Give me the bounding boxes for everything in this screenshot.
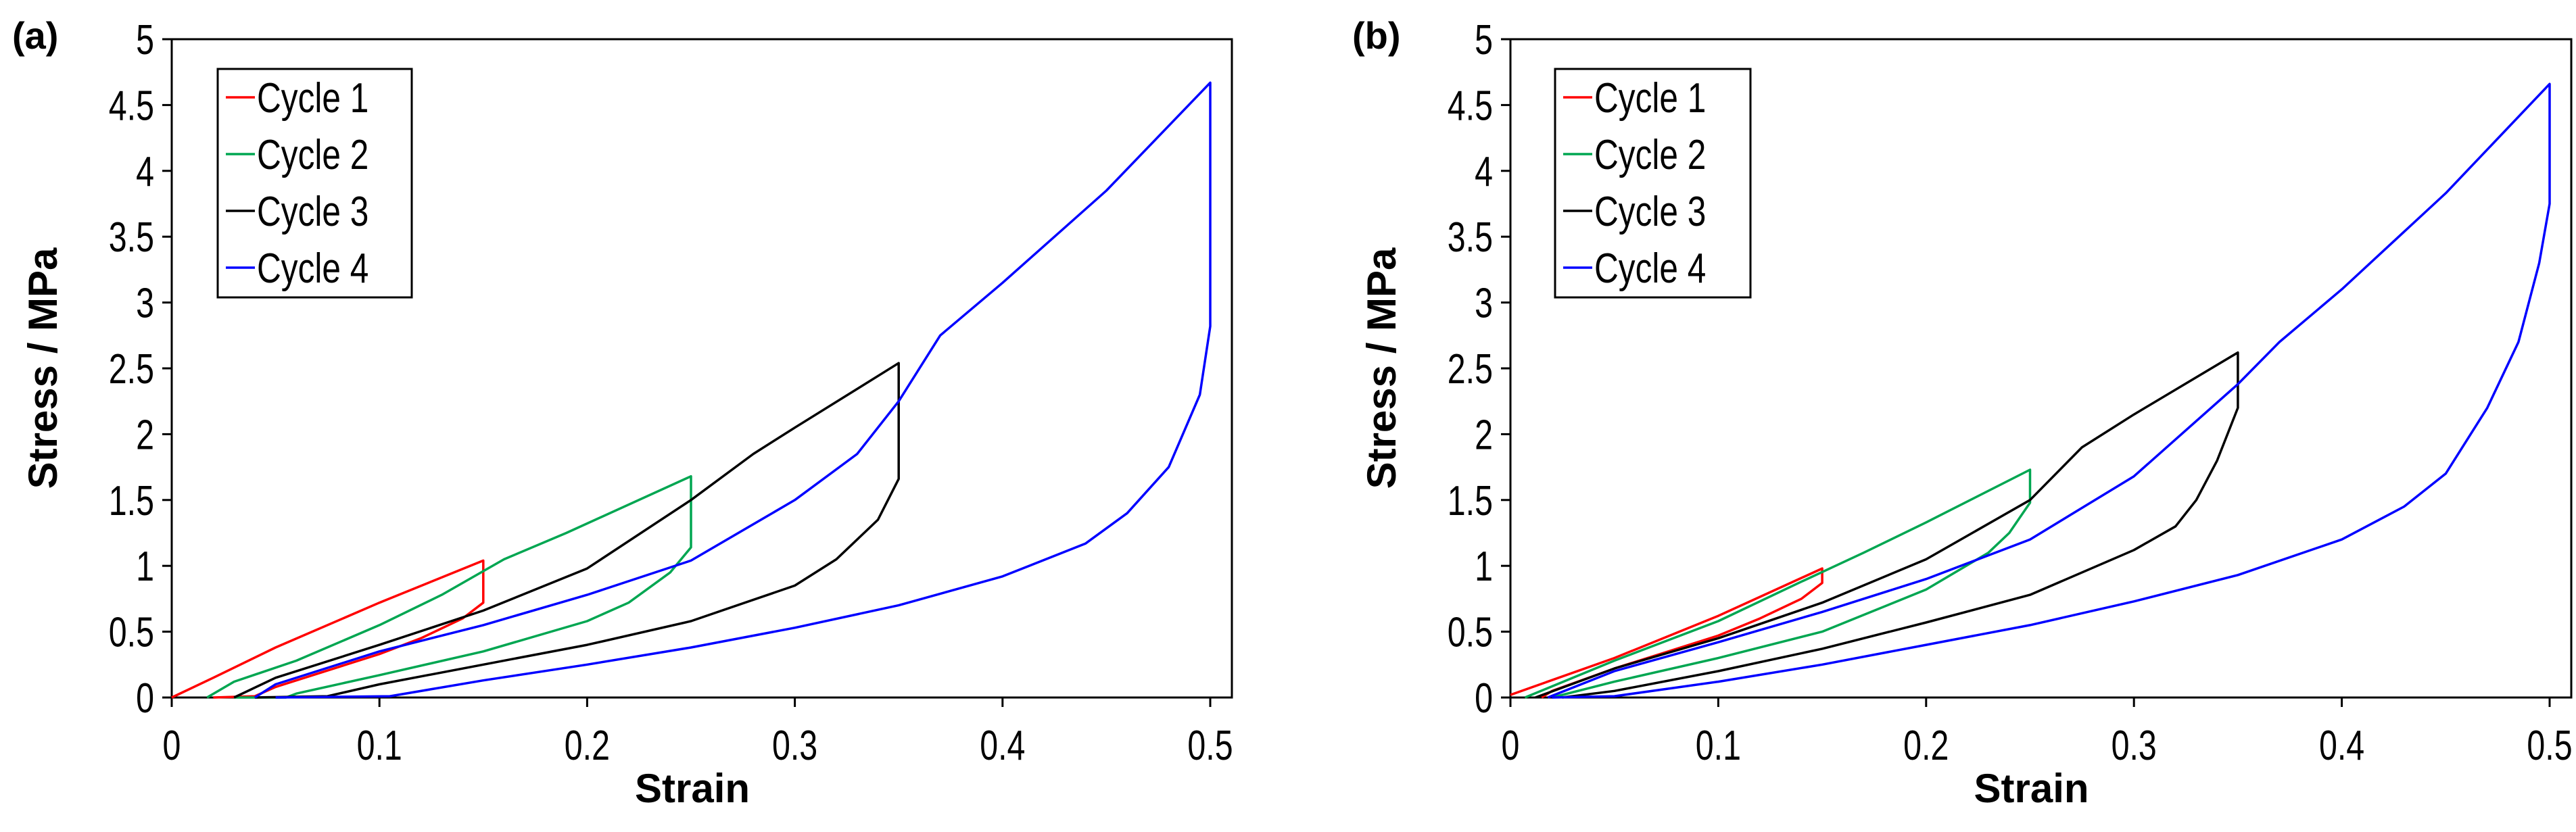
series-line-cycle-3 bbox=[1535, 351, 2239, 699]
y-tick-label: 0.5 bbox=[109, 609, 154, 656]
legend: Cycle 1 Cycle 2 Cycle 3 Cycle 4 bbox=[216, 68, 413, 299]
y-tick-label: 2.5 bbox=[109, 345, 154, 392]
y-tick-label: 0 bbox=[1475, 675, 1493, 721]
legend-label-cycle-1: Cycle 1 bbox=[257, 74, 368, 122]
series-line-cycle-4 bbox=[254, 81, 1212, 699]
y-tick-label: 3 bbox=[1475, 280, 1493, 326]
chart-panel-a: (a) 0 0.1 0.2 0.3 0.4 0.5 0 0.5 1 1.5 2 2.5 3 3.5 4 4.5 5… bbox=[12, 14, 1233, 811]
x-axis-title: Strain bbox=[635, 766, 750, 811]
y-tick-label: 1.5 bbox=[1448, 477, 1493, 524]
x-tick-label: 0.3 bbox=[772, 722, 817, 768]
legend: Cycle 1 Cycle 2 Cycle 3 Cycle 4 bbox=[1554, 68, 1752, 299]
y-tick-label: 2.5 bbox=[1448, 345, 1493, 392]
x-tick-label: 0.1 bbox=[1696, 722, 1741, 768]
series-line-cycle-4 bbox=[1547, 82, 2551, 699]
legend-label-cycle-4: Cycle 4 bbox=[1594, 245, 1706, 292]
y-tick-label: 5 bbox=[136, 16, 154, 63]
legend-box bbox=[216, 68, 413, 299]
x-tick-label: 0.2 bbox=[1903, 722, 1949, 768]
y-tick-label: 3.5 bbox=[1448, 214, 1493, 260]
series-line-cycle-2 bbox=[1524, 468, 2032, 699]
legend-label-cycle-2: Cycle 2 bbox=[257, 131, 368, 178]
y-tick-label: 1 bbox=[1475, 543, 1493, 589]
chart-panel-b: (b) 0 0.1 0.2 0.3 0.4 0.5 0 0.5 1 1.5 2 2.5 3 3.5 4 4.5 5… bbox=[1352, 14, 2573, 811]
y-tick-label: 4.5 bbox=[1448, 82, 1493, 129]
x-tick-label: 0 bbox=[1502, 722, 1520, 768]
series-line-cycle-2 bbox=[206, 474, 692, 699]
y-tick-label: 3 bbox=[136, 280, 154, 326]
legend-label-cycle-3: Cycle 3 bbox=[1594, 188, 1706, 235]
y-tick-label: 4 bbox=[1475, 148, 1493, 195]
x-tick-label: 0.4 bbox=[2319, 722, 2364, 768]
y-tick-label: 0.5 bbox=[1448, 609, 1493, 656]
x-tick-label: 0.5 bbox=[2527, 722, 2572, 768]
x-axis-title: Strain bbox=[1974, 766, 2089, 811]
y-tick-label: 5 bbox=[1475, 16, 1493, 63]
x-tick-label: 0.1 bbox=[357, 722, 402, 768]
y-tick-label: 1.5 bbox=[109, 477, 154, 524]
series-line-cycle-3 bbox=[233, 362, 900, 699]
legend-label-cycle-3: Cycle 3 bbox=[257, 188, 368, 235]
x-tick-label: 0.5 bbox=[1187, 722, 1233, 768]
y-tick-label: 2 bbox=[1475, 412, 1493, 458]
y-tick-label: 3.5 bbox=[109, 214, 154, 260]
y-tick-label: 1 bbox=[136, 543, 154, 589]
panel-label: (a) bbox=[12, 14, 58, 57]
y-axis-title: Stress / MPa bbox=[1359, 247, 1404, 489]
legend-label-cycle-1: Cycle 1 bbox=[1594, 74, 1706, 122]
x-tick-label: 0 bbox=[163, 722, 181, 768]
x-tick-label: 0.3 bbox=[2112, 722, 2157, 768]
x-tick-label: 0.4 bbox=[980, 722, 1025, 768]
legend-label-cycle-2: Cycle 2 bbox=[1594, 131, 1706, 178]
legend-box bbox=[1554, 68, 1752, 299]
series-line-cycle-1 bbox=[1510, 567, 1823, 699]
legend-label-cycle-4: Cycle 4 bbox=[257, 245, 368, 292]
series-line-cycle-1 bbox=[171, 559, 485, 699]
x-tick-label: 0.2 bbox=[565, 722, 610, 768]
panel-label: (b) bbox=[1352, 14, 1401, 57]
y-tick-label: 4.5 bbox=[109, 82, 154, 129]
y-axis-title: Stress / MPa bbox=[20, 247, 66, 489]
y-tick-label: 2 bbox=[136, 412, 154, 458]
y-tick-label: 0 bbox=[136, 675, 154, 721]
y-tick-label: 4 bbox=[136, 148, 154, 195]
